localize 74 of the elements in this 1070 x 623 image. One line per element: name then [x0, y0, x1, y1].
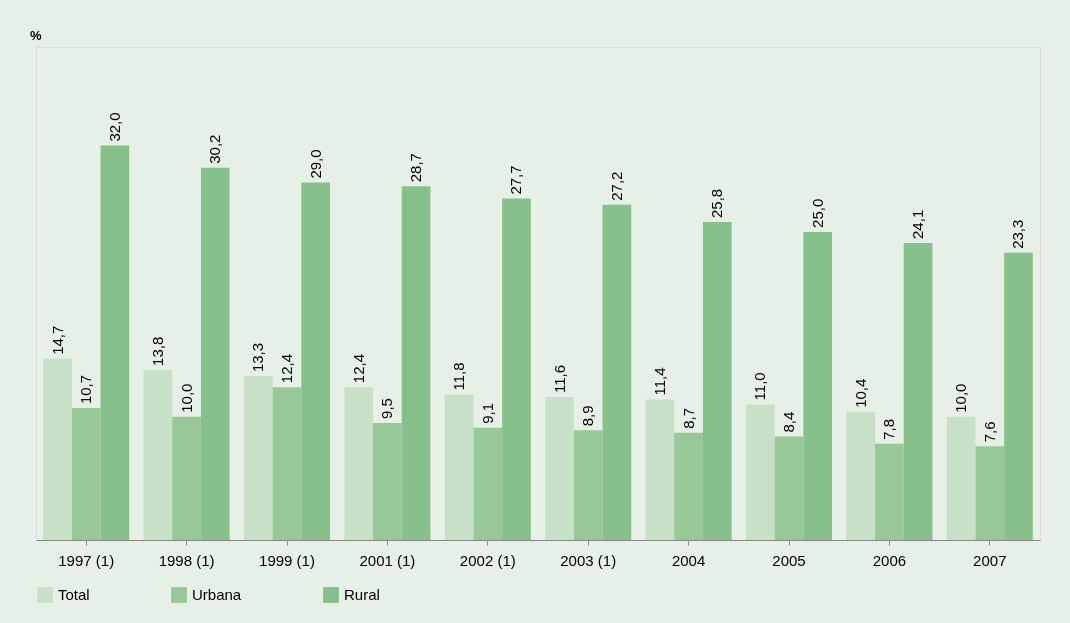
data-label: 10,0: [177, 383, 195, 413]
data-label: 13,3: [249, 342, 267, 373]
bar: [846, 411, 876, 540]
data-label: 10,7: [77, 374, 95, 405]
legend-label: Urbana: [192, 586, 242, 603]
text: %: [30, 28, 42, 43]
data-label: 11,6: [550, 364, 568, 394]
legend-label: Rural: [344, 586, 380, 603]
data-label: 27,2: [607, 171, 625, 201]
bar: [903, 242, 933, 540]
bar: [444, 394, 474, 540]
data-label: 7,8: [880, 419, 898, 440]
bar: [875, 443, 904, 540]
data-label: 9,5: [378, 398, 396, 419]
x-tick-label: 2002 (1): [459, 551, 516, 569]
data-label: 10,4: [851, 378, 869, 408]
bar: [71, 408, 101, 540]
x-tick-label: 1999 (1): [259, 551, 315, 569]
data-label: 9,1: [478, 402, 496, 424]
data-label: 29,0: [306, 149, 324, 179]
data-label: 30,2: [206, 134, 224, 164]
data-label: 23,3: [1009, 219, 1027, 249]
x-tick-label: 1998 (1): [158, 551, 215, 569]
bar: [100, 145, 130, 540]
bar: [143, 369, 173, 540]
data-label: 12,4: [278, 353, 295, 384]
bar: [1004, 252, 1033, 540]
x-tick-label: 2003 (1): [560, 551, 617, 569]
data-label: 11,8: [450, 362, 468, 391]
data-label: 8,4: [780, 411, 797, 433]
bar: [975, 446, 1005, 540]
data-label: 8,7: [679, 407, 697, 429]
bar: [946, 416, 976, 540]
bar: [645, 399, 675, 540]
bar: [200, 167, 230, 540]
data-label: 13,8: [148, 336, 166, 366]
bar: [803, 231, 833, 540]
data-label: 24,1: [909, 209, 927, 239]
legend-label: Total: [58, 586, 90, 603]
bar: [545, 397, 574, 540]
data-label: 25,0: [808, 198, 826, 228]
bar: [301, 182, 331, 540]
data-label: 12,4: [349, 353, 367, 384]
bar: [473, 427, 503, 540]
data-label: 7,6: [980, 421, 998, 443]
data-label: 10,0: [952, 383, 970, 413]
bar: [272, 387, 302, 540]
x-tick-label: 2007: [973, 551, 1007, 569]
data-label: 8,9: [579, 405, 597, 427]
bar: [602, 204, 632, 540]
data-label: 28,7: [407, 153, 425, 183]
bar: [172, 416, 201, 540]
data-label: 32,0: [105, 112, 123, 142]
bar: [344, 387, 374, 540]
data-label: 11,4: [650, 367, 668, 396]
data-label: 11,0: [751, 372, 769, 401]
bar: [373, 422, 402, 540]
bar: [674, 432, 703, 540]
bar: [573, 430, 603, 540]
bar: [43, 358, 72, 540]
x-tick-label: 2006: [872, 551, 907, 569]
bar: [745, 404, 775, 540]
bar: [774, 436, 804, 540]
data-label: 14,7: [48, 325, 66, 355]
x-tick-label: 2001 (1): [359, 551, 416, 569]
bar: [502, 198, 531, 540]
x-tick-label: 1997 (1): [58, 551, 115, 569]
x-tick-label: 2004: [671, 551, 706, 569]
bar: [401, 186, 431, 540]
data-label: 27,7: [507, 165, 525, 195]
x-tick-label: 2005: [772, 551, 806, 569]
bar: [702, 222, 732, 540]
bar: [243, 376, 273, 540]
data-label: 25,8: [708, 188, 726, 219]
